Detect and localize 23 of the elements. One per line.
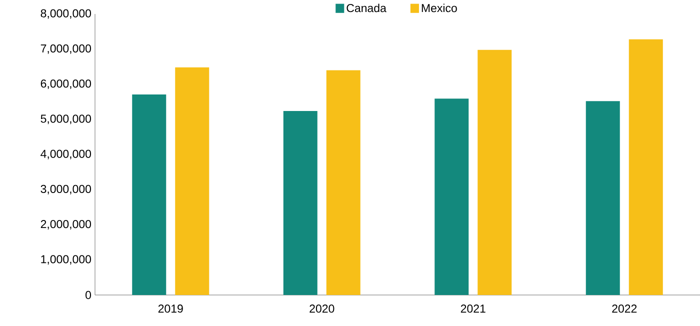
y-tick-label: 1,000,000: [41, 255, 92, 265]
bar: [478, 50, 512, 295]
legend-label: Canada: [346, 4, 386, 12]
bar: [434, 98, 469, 295]
y-tick-label: 5,000,000: [40, 114, 92, 124]
bar: [132, 94, 166, 295]
bar: [283, 110, 318, 295]
x-tick-label: 2020: [310, 304, 334, 313]
y-tick-label: 3,000,000: [40, 184, 92, 194]
legend-label: Mexico: [422, 4, 457, 12]
y-tick-label: 6,000,000: [40, 80, 92, 90]
x-tick-label: 2022: [612, 304, 637, 313]
y-tick-label: 8,000,000: [40, 9, 92, 19]
y-tick-label: 2,000,000: [40, 220, 92, 230]
y-tick-label: 4,000,000: [40, 150, 92, 160]
y-tick-label: 0: [86, 290, 92, 300]
bar: [326, 70, 360, 295]
x-tick-label: 2021: [460, 304, 486, 313]
x-tick-label: 2019: [158, 304, 183, 313]
y-tick-label: 7,000,000: [40, 44, 92, 54]
bar: [175, 67, 210, 295]
bar: [628, 39, 663, 295]
bar: [586, 101, 620, 295]
